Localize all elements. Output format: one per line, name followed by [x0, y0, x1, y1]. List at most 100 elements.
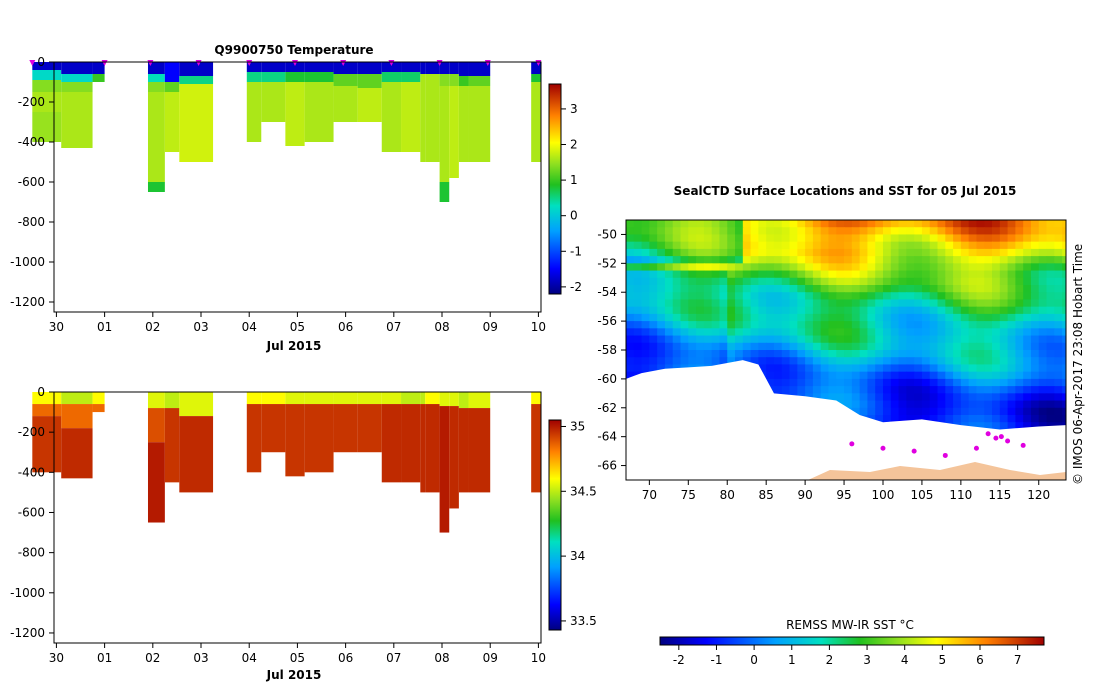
sst-cell: [953, 350, 962, 358]
profile-7-level-0: [261, 392, 286, 405]
sst-cell: [812, 371, 822, 380]
sst-cell: [742, 220, 752, 228]
sst-cell: [836, 328, 845, 337]
sst-cell: [1046, 220, 1055, 228]
cast-marker: [29, 60, 36, 66]
sst-cell: [1023, 285, 1032, 293]
sst-cell: [773, 292, 783, 301]
sst-cell: [945, 256, 954, 264]
sst-cell: [789, 285, 798, 293]
sst-cell: [1038, 256, 1048, 264]
sst-cell: [649, 270, 658, 279]
sst-cell: [773, 256, 783, 264]
sst-cell: [680, 342, 689, 351]
profile-0-level-1: [32, 404, 62, 417]
sst-cell: [758, 350, 767, 358]
sst-cell: [820, 270, 830, 279]
sst-cell: [960, 277, 970, 286]
sst-cell: [1054, 415, 1063, 423]
sst-cell: [820, 321, 830, 329]
sst-cell: [742, 263, 752, 272]
sst-cell: [1015, 234, 1024, 243]
sst-cell: [633, 321, 643, 329]
profile-1-level-3: [61, 92, 93, 148]
sst-cell: [960, 285, 970, 293]
sst-cell: [875, 248, 884, 257]
sst-cell: [953, 227, 962, 236]
sst-cell: [797, 299, 806, 308]
sst-cell: [626, 371, 635, 380]
sst-cell: [750, 263, 759, 272]
sst-cell: [945, 400, 954, 409]
sst-cell: [680, 328, 689, 337]
sst-cell: [953, 335, 962, 344]
colorbar-tick-label: 1: [570, 173, 578, 187]
sst-cell: [703, 342, 713, 351]
x-tick-label: 01: [97, 651, 112, 665]
sst-cell: [859, 234, 869, 243]
sst-cell: [1054, 357, 1063, 366]
sst-cell: [688, 342, 697, 351]
sst-field: [626, 220, 1066, 480]
sst-cell: [960, 299, 970, 308]
sst-cell: [1030, 285, 1040, 293]
sst-cell: [797, 371, 806, 380]
sst-cell: [1054, 234, 1063, 243]
sst-cell: [960, 321, 970, 329]
sst-cell: [851, 270, 861, 279]
sst-cell: [921, 321, 931, 329]
sst-cell: [719, 306, 728, 315]
sst-cell: [1038, 407, 1048, 416]
profile-4-level-1: [164, 82, 180, 92]
sea-ice-mask: [626, 360, 1066, 480]
colorbar-tick-label: 35: [570, 419, 585, 433]
sst-cell: [1054, 220, 1063, 228]
sst-cell: [836, 241, 845, 250]
sst-cell: [929, 256, 939, 264]
sst-cell: [984, 270, 993, 279]
sst-cell: [992, 422, 1001, 431]
sst-cell: [890, 292, 900, 301]
sst-cell: [867, 306, 876, 315]
sst-cell: [1062, 234, 1066, 243]
sst-cell: [836, 386, 845, 394]
lon-tick-label: 80: [720, 488, 735, 502]
sst-cell: [773, 248, 783, 257]
sst-cell: [906, 415, 915, 423]
sst-cell: [1030, 342, 1040, 351]
sst-cell: [711, 234, 721, 243]
sst-cell: [882, 292, 892, 301]
sst-cell: [968, 371, 978, 380]
sst-cell: [1015, 285, 1024, 293]
sst-cell: [1038, 285, 1048, 293]
sst-cell: [1023, 277, 1032, 286]
sst-cell: [1007, 285, 1016, 293]
sst-cell: [836, 313, 845, 322]
seal-location: [993, 435, 999, 441]
sst-cell: [1054, 241, 1063, 250]
sst-cell: [953, 248, 962, 257]
sst-cell: [781, 328, 791, 337]
profile-18-level-1: [458, 76, 469, 86]
sst-cell: [976, 256, 985, 264]
sst-cell: [945, 234, 954, 243]
sst-cell: [797, 335, 806, 344]
sst-cell: [898, 364, 907, 373]
sst-cell: [703, 277, 713, 286]
sst-cell: [890, 256, 900, 264]
sst-cell: [657, 227, 666, 236]
sst-cell: [1038, 371, 1048, 380]
sst-cell: [657, 277, 666, 286]
sst-cell: [781, 364, 791, 373]
temperature-cells: [32, 62, 541, 202]
sst-cell: [906, 342, 915, 351]
y-tick-label: -200: [18, 425, 45, 439]
sst-cell: [711, 313, 721, 322]
sst-cell: [633, 227, 643, 236]
sst-cell: [976, 335, 985, 344]
sst-cell: [992, 400, 1001, 409]
sst-cell: [711, 263, 721, 272]
antarctic-land: [808, 462, 1066, 480]
sst-cell: [984, 407, 993, 416]
sst-cell: [820, 248, 830, 257]
